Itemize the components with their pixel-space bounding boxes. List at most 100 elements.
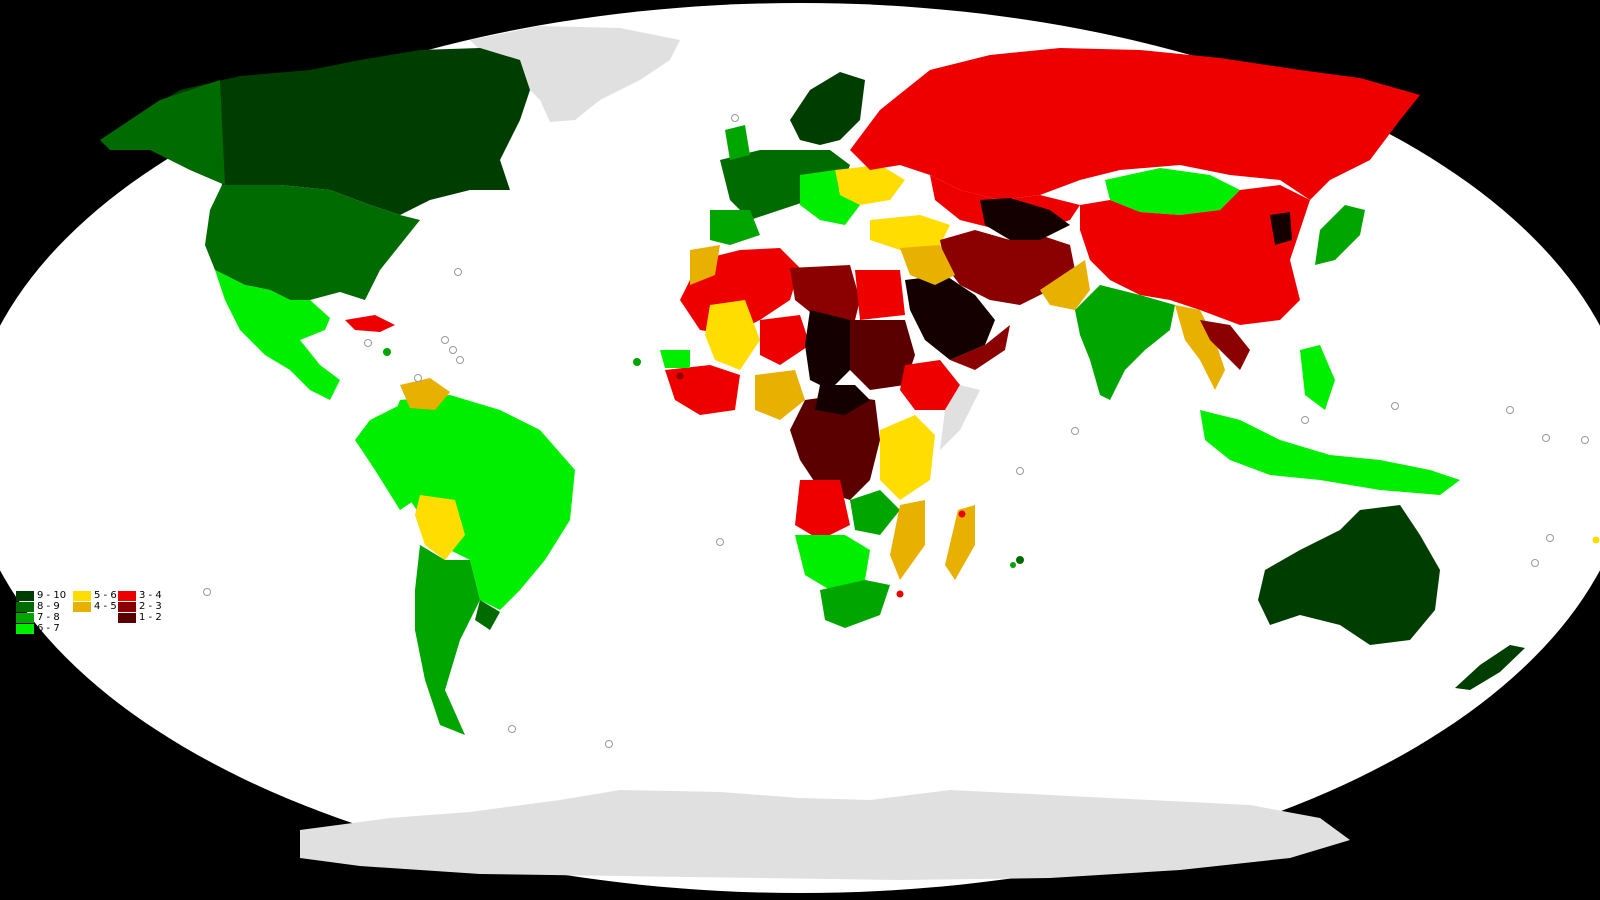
region-antarctica	[300, 790, 1350, 880]
region-namibia-botswana	[795, 535, 870, 590]
legend-item: 3 - 4	[118, 590, 178, 601]
legend-swatch	[16, 612, 34, 623]
legend-label: 2 - 3	[139, 600, 162, 612]
region-myanmar-thailand	[1175, 305, 1225, 390]
region-turkey	[870, 215, 950, 250]
region-central-asia-dark	[980, 198, 1070, 240]
region-morocco	[690, 245, 720, 285]
region-russia	[850, 48, 1420, 200]
region-argentina-chile	[415, 545, 480, 735]
island-marker-green	[633, 358, 641, 366]
region-balkans-ukraine	[835, 165, 905, 205]
island-marker	[449, 346, 457, 354]
region-japan	[1315, 205, 1365, 265]
region-sahel-mali	[705, 300, 760, 370]
region-uruguay	[475, 600, 500, 630]
legend-swatch	[16, 590, 34, 601]
legend-item: 6 - 7	[16, 623, 76, 634]
legend-swatch	[118, 601, 136, 612]
legend-label: 7 - 8	[37, 611, 60, 623]
region-iran-afghanistan	[940, 230, 1075, 305]
region-nigeria	[755, 370, 805, 420]
legend-item: 5 - 6	[73, 590, 133, 601]
region-india	[1075, 285, 1175, 400]
region-eastern-europe	[800, 170, 860, 225]
region-western-europe	[720, 150, 850, 220]
island-marker	[203, 588, 211, 596]
island-marker	[605, 740, 613, 748]
island-marker	[1071, 427, 1079, 435]
region-car	[815, 385, 870, 415]
region-philippines	[1300, 345, 1335, 410]
region-canada	[130, 48, 530, 215]
small-island-colored-markers	[383, 348, 1600, 598]
island-marker-green	[1010, 562, 1016, 568]
region-west-africa-coast	[665, 365, 740, 415]
island-marker	[716, 538, 724, 546]
region-central-africa	[790, 395, 880, 500]
legend-column-red: 3 - 4 2 - 3 1 - 2	[118, 590, 178, 623]
region-syria-iraq	[900, 245, 955, 285]
region-niger	[760, 315, 810, 365]
region-pakistan	[1040, 260, 1090, 310]
region-uk	[725, 125, 750, 160]
island-marker	[1016, 467, 1024, 475]
island-marker	[1546, 534, 1554, 542]
island-marker	[454, 268, 462, 276]
region-mongolia	[1105, 168, 1240, 215]
region-north-korea	[1270, 212, 1292, 245]
region-somalia	[940, 385, 980, 450]
legend-swatch	[73, 601, 91, 612]
region-south-africa	[820, 580, 890, 628]
region-greenland	[470, 26, 680, 122]
region-madagascar	[945, 505, 975, 580]
island-marker	[508, 725, 516, 733]
region-yemen-oman	[950, 325, 1010, 370]
region-malaysia-indonesia	[1200, 410, 1460, 495]
region-bolivia	[415, 495, 465, 560]
region-senegal-region	[660, 350, 690, 368]
region-cuba	[345, 315, 395, 332]
legend-label: 6 - 7	[37, 622, 60, 634]
island-marker-red	[958, 510, 966, 518]
region-sudan	[850, 320, 915, 390]
region-alaska	[100, 80, 225, 185]
legend-label: 3 - 4	[139, 589, 162, 601]
region-saudi-arabia	[905, 275, 995, 360]
legend-label: 1 - 2	[139, 611, 162, 623]
region-vietnam-laos	[1200, 320, 1250, 370]
legend-swatch	[73, 590, 91, 601]
island-marker	[1391, 402, 1399, 410]
island-marker-green	[383, 348, 391, 356]
island-marker-green	[1016, 556, 1024, 564]
region-scandinavia	[790, 72, 865, 145]
region-angola	[795, 480, 850, 540]
island-marker	[731, 114, 739, 122]
region-brazil	[380, 395, 575, 610]
region-mexico	[215, 270, 340, 400]
legend-swatch	[16, 601, 34, 612]
island-marker	[1542, 434, 1550, 442]
region-united-states	[205, 185, 420, 300]
island-marker	[1506, 406, 1514, 414]
island-marker	[364, 339, 372, 347]
region-andes-west	[355, 405, 415, 510]
legend-item: 9 - 10	[16, 590, 76, 601]
small-island-markers	[203, 114, 1589, 748]
region-china	[1080, 185, 1310, 325]
legend-column-yellow: 5 - 6 4 - 5	[73, 590, 133, 612]
legend-label: 5 - 6	[94, 589, 117, 601]
legend-swatch	[118, 612, 136, 623]
legend-swatch	[118, 590, 136, 601]
region-new-zealand	[1455, 645, 1525, 690]
legend-item: 4 - 5	[73, 601, 133, 612]
island-marker	[1581, 436, 1589, 444]
region-mozambique	[890, 500, 925, 580]
legend-label: 8 - 9	[37, 600, 60, 612]
island-marker	[414, 374, 422, 382]
region-egypt	[855, 270, 905, 320]
legend-swatch	[16, 623, 34, 634]
legend-label: 4 - 5	[94, 600, 117, 612]
